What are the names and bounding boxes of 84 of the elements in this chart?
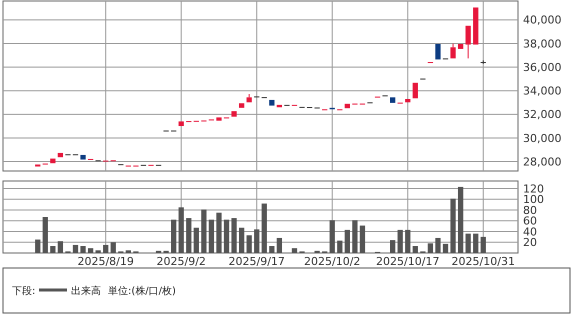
candlestick	[412, 82, 418, 98]
bar	[50, 246, 56, 253]
bar	[276, 238, 282, 253]
candlestick	[458, 44, 464, 49]
bar	[126, 250, 131, 253]
candlestick	[50, 158, 56, 164]
candlestick	[450, 43, 456, 58]
bar	[238, 228, 244, 253]
bar	[201, 209, 207, 253]
bar	[178, 207, 184, 253]
y-tick-label: 36,000	[523, 60, 562, 74]
bar	[231, 218, 237, 253]
candlestick	[58, 152, 64, 158]
candlestick	[344, 104, 350, 108]
bar	[435, 238, 441, 253]
y-tick-label: 120	[523, 182, 544, 196]
bar	[216, 212, 222, 253]
candlestick	[390, 97, 396, 103]
candlestick	[269, 100, 274, 106]
candlestick	[246, 94, 252, 102]
candlestick	[276, 104, 282, 108]
y-tick-label: 40,000	[523, 14, 562, 27]
bar	[88, 248, 94, 253]
bar	[262, 204, 267, 253]
bar	[35, 240, 40, 253]
bar	[96, 250, 101, 253]
bar	[412, 246, 418, 253]
candlestick	[238, 103, 244, 108]
x-tick-label: 2025/10/31	[452, 255, 515, 268]
y-tick-label: 32,000	[523, 108, 562, 122]
bar	[80, 246, 86, 253]
candlestick	[405, 98, 410, 102]
x-tick-label: 2025/8/19	[77, 255, 134, 268]
bar	[292, 248, 298, 253]
bar	[171, 220, 176, 253]
text: 単位:(株/口/枚)	[108, 285, 176, 297]
bar	[254, 229, 260, 253]
bar	[72, 244, 78, 253]
bar	[405, 230, 410, 253]
bar	[337, 240, 342, 253]
x-tick-label: 2025/9/17	[228, 255, 285, 268]
bar	[344, 230, 350, 253]
bar	[224, 220, 230, 253]
bar	[360, 226, 366, 253]
x-tick-label: 2025/10/2	[304, 255, 360, 268]
bar	[390, 240, 396, 253]
candlestick	[80, 154, 86, 160]
y-tick-label: 80	[523, 204, 537, 217]
candlestick	[466, 26, 471, 59]
legend-label: 出来高	[71, 285, 101, 297]
candlestick	[435, 44, 441, 60]
y-tick-label: 100	[523, 193, 544, 206]
bar	[428, 243, 434, 253]
x-tick-label: 2025/10/17	[376, 255, 440, 268]
bar	[208, 220, 214, 253]
y-tick-label: 38,000	[523, 37, 562, 50]
bar	[110, 242, 116, 253]
bar	[450, 198, 456, 253]
candlestick	[473, 7, 478, 45]
candlestick	[231, 111, 237, 117]
bar	[352, 220, 358, 253]
bar	[330, 220, 335, 253]
y-tick-label: 30,000	[523, 132, 562, 145]
legend-title: 下段:	[12, 285, 36, 297]
bar	[398, 230, 403, 253]
candlestick	[178, 121, 184, 126]
bar	[103, 244, 108, 253]
bar	[58, 241, 64, 253]
bar	[480, 236, 486, 253]
x-tick-label: 2025/9/2	[156, 255, 206, 268]
bar	[186, 218, 192, 253]
bar	[269, 246, 274, 253]
y-tick-label: 34,000	[523, 84, 562, 98]
bar	[442, 244, 448, 253]
bar	[458, 186, 464, 253]
bar	[246, 235, 252, 253]
bar	[466, 234, 471, 253]
y-tick-label: 28,000	[523, 155, 562, 168]
y-tick-label: 20	[523, 236, 537, 250]
bar	[473, 234, 478, 253]
bar	[42, 217, 48, 253]
bar	[194, 228, 199, 253]
y-tick-label: 40	[523, 225, 537, 238]
y-tick-label: 60	[523, 214, 537, 228]
